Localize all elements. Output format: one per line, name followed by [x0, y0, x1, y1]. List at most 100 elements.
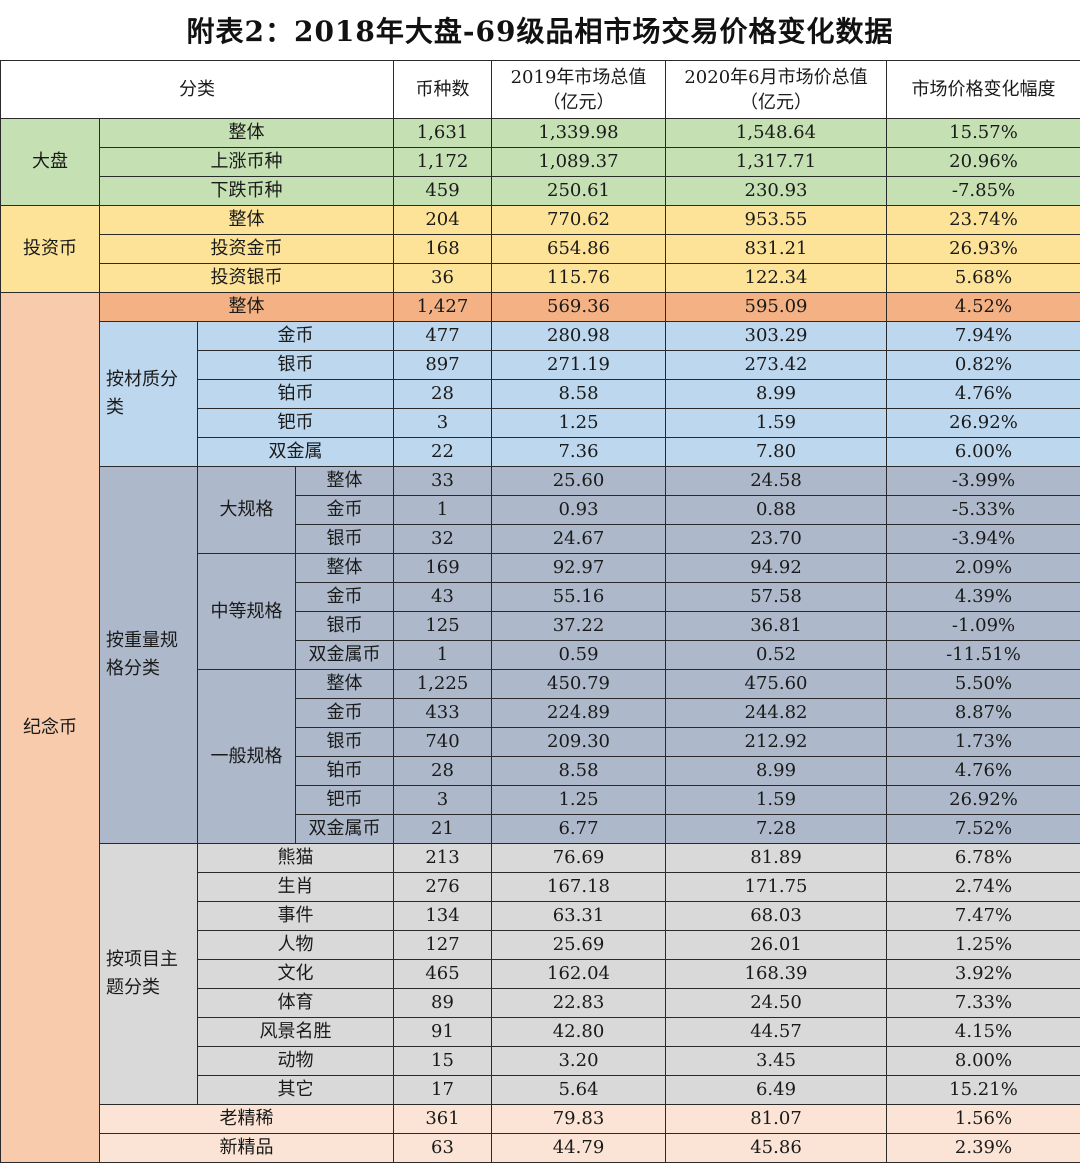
row-change: 1.25% — [886, 930, 1080, 960]
row-count: 28 — [393, 756, 492, 786]
row-value-2020: 273.42 — [665, 350, 887, 380]
row-value-2020: 8.99 — [665, 379, 887, 409]
row-change: -5.33% — [886, 495, 1080, 525]
table-row: 双金属币 1 0.59 0.52 -11.51% — [1, 640, 1080, 670]
row-value-2019: 450.79 — [491, 669, 666, 699]
row-count: 17 — [393, 1075, 492, 1105]
row-value-2019: 92.97 — [491, 553, 666, 583]
row-value-2019: 37.22 — [491, 611, 666, 641]
row-count: 1 — [393, 495, 492, 525]
table-row: 纪念币 整体 1,427 569.36 595.09 4.52% — [0, 292, 1080, 1163]
row-label: 铂币 — [295, 756, 394, 786]
table-row: 金币 433 224.89 244.82 8.87% — [1, 698, 1080, 728]
table-row: 其它 17 5.64 6.49 15.21% — [1, 1075, 1080, 1105]
row-label: 金币 — [295, 698, 394, 728]
table-row: 钯币 3 1.25 1.59 26.92% — [1, 785, 1080, 815]
table-row: 银币 740 209.30 212.92 1.73% — [1, 727, 1080, 757]
table-row: 上涨币种 1,172 1,089.37 1,317.71 20.96% — [1, 147, 1080, 177]
row-value-2020: 24.58 — [665, 466, 887, 496]
row-value-2020: 1.59 — [665, 408, 887, 438]
table-row: 投资币 整体 204 770.62 953.55 23.74% — [0, 205, 1080, 293]
row-label: 整体 — [295, 466, 394, 496]
row-value-2020: 94.92 — [665, 553, 887, 583]
row-value-2020: 953.55 — [665, 205, 887, 235]
group-label-jinian: 纪念币 — [0, 292, 100, 1163]
row-count: 28 — [393, 379, 492, 409]
row-value-2020: 244.82 — [665, 698, 887, 728]
row-count: 89 — [393, 988, 492, 1018]
row-change: -7.85% — [886, 176, 1080, 206]
price-change-table: 分类 币种数 2019年市场总值 （亿元） 2020年6月市场价总值 （亿元） … — [0, 60, 1080, 1163]
row-change: 4.76% — [886, 756, 1080, 786]
group-label-weight: 按重量规格分类 — [99, 466, 198, 844]
table-row: 按材质分类 金币 477 280.98 303.29 7.94% — [1, 321, 1080, 467]
row-value-2020: 0.52 — [665, 640, 887, 670]
row-count: 169 — [393, 553, 492, 583]
group-label-theme: 按项目主题分类 — [99, 843, 198, 1105]
row-count: 125 — [393, 611, 492, 641]
group-label-invest: 投资币 — [0, 205, 100, 293]
row-count: 465 — [393, 959, 492, 989]
row-change: 2.39% — [886, 1133, 1080, 1163]
row-label: 下跌币种 — [99, 176, 394, 206]
row-label: 动物 — [197, 1046, 394, 1076]
table-row: 新精品 63 44.79 45.86 2.39% — [1, 1133, 1080, 1163]
table-row: 铂币 28 8.58 8.99 4.76% — [1, 756, 1080, 786]
row-label: 整体 — [99, 205, 394, 235]
group-label-dapan: 大盘 — [0, 118, 100, 206]
group-label-general: 一般规格 — [197, 669, 296, 844]
table-row: 双金属 22 7.36 7.80 6.00% — [1, 437, 1080, 467]
row-value-2020: 212.92 — [665, 727, 887, 757]
row-value-2019: 569.36 — [491, 292, 666, 322]
row-value-2019: 25.60 — [491, 466, 666, 496]
row-value-2020: 24.50 — [665, 988, 887, 1018]
row-value-2019: 8.58 — [491, 756, 666, 786]
table-row: 老精稀 361 79.83 81.07 1.56% — [1, 1104, 1080, 1134]
row-value-2020: 23.70 — [665, 524, 887, 554]
table-row: 文化 465 162.04 168.39 3.92% — [1, 959, 1080, 989]
row-value-2020: 81.07 — [665, 1104, 887, 1134]
row-value-2019: 224.89 — [491, 698, 666, 728]
table-row: 中等规格 整体 169 92.97 94.92 2.09% — [1, 553, 1080, 670]
row-count: 43 — [393, 582, 492, 612]
row-value-2019: 271.19 — [491, 350, 666, 380]
row-value-2020: 26.01 — [665, 930, 887, 960]
row-change: 1.56% — [886, 1104, 1080, 1134]
table-row: 按项目主题分类 熊猫 213 76.69 81.89 6.78% — [1, 843, 1080, 1105]
header-value-2020-line2: （亿元） — [740, 91, 812, 113]
row-count: 15 — [393, 1046, 492, 1076]
row-label: 风景名胜 — [197, 1017, 394, 1047]
row-count: 433 — [393, 698, 492, 728]
table-row: 投资金币 168 654.86 831.21 26.93% — [1, 234, 1080, 264]
row-value-2019: 1,339.98 — [491, 118, 666, 148]
row-value-2019: 5.64 — [491, 1075, 666, 1105]
row-count: 21 — [393, 814, 492, 844]
row-value-2020: 595.09 — [665, 292, 887, 322]
row-value-2019: 7.36 — [491, 437, 666, 467]
table-row: 铂币 28 8.58 8.99 4.76% — [1, 379, 1080, 409]
row-value-2019: 24.67 — [491, 524, 666, 554]
row-change: 6.78% — [886, 843, 1080, 873]
row-label: 事件 — [197, 901, 394, 931]
row-label: 投资银币 — [99, 263, 394, 293]
row-change: 26.92% — [886, 785, 1080, 815]
row-value-2020: 44.57 — [665, 1017, 887, 1047]
table-row: 金币 43 55.16 57.58 4.39% — [1, 582, 1080, 612]
row-count: 33 — [393, 466, 492, 496]
row-count: 897 — [393, 350, 492, 380]
row-change: 8.87% — [886, 698, 1080, 728]
row-label: 双金属币 — [295, 814, 394, 844]
row-value-2019: 42.80 — [491, 1017, 666, 1047]
row-change: 7.47% — [886, 901, 1080, 931]
row-value-2020: 68.03 — [665, 901, 887, 931]
row-change: 4.39% — [886, 582, 1080, 612]
row-count: 1 — [393, 640, 492, 670]
row-change: 7.33% — [886, 988, 1080, 1018]
row-change: 5.50% — [886, 669, 1080, 699]
row-label: 体育 — [197, 988, 394, 1018]
row-value-2020: 57.58 — [665, 582, 887, 612]
row-count: 1,427 — [393, 292, 492, 322]
row-label: 整体 — [99, 118, 394, 148]
row-count: 276 — [393, 872, 492, 902]
row-value-2020: 831.21 — [665, 234, 887, 264]
